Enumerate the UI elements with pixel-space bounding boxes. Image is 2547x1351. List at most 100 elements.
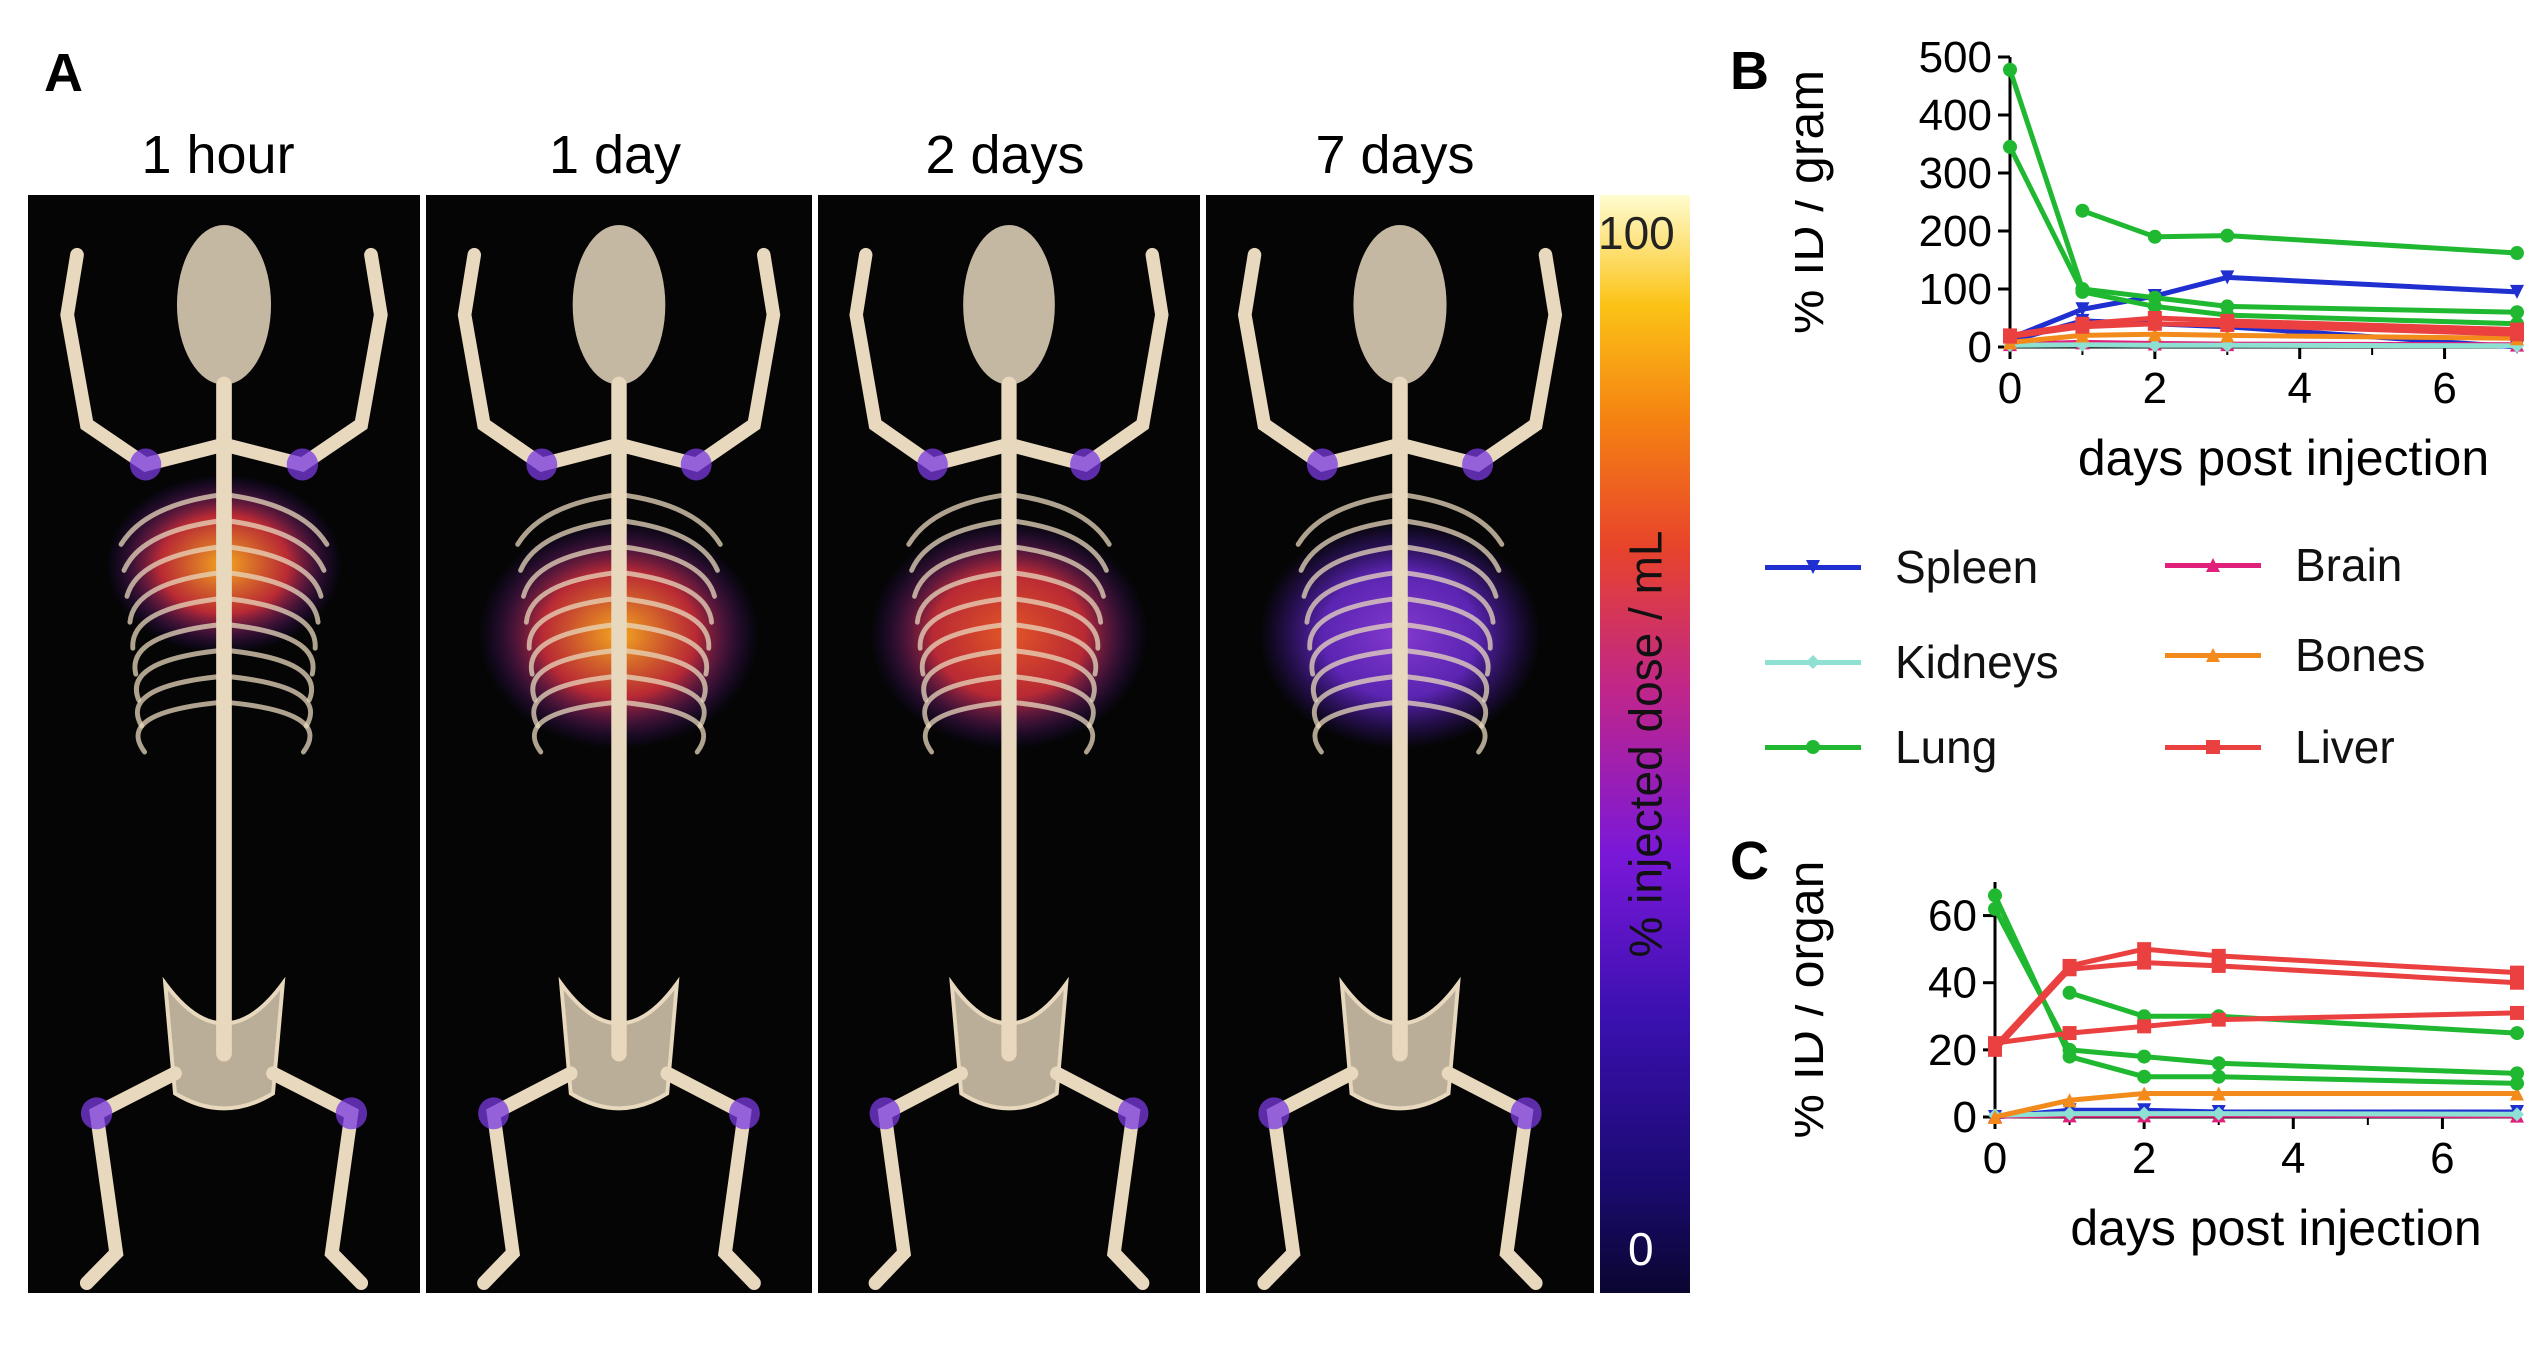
x-tick-label: 4	[2287, 364, 2311, 413]
y-tick-label: 200	[1919, 207, 1992, 256]
data-point	[2211, 958, 2226, 973]
series-bones	[1988, 1086, 2524, 1124]
data-point	[2062, 1093, 2077, 1108]
legend-item-liver: Liver	[2165, 720, 2395, 774]
legend-swatch	[2165, 557, 2261, 572]
y-tick-label: 40	[1928, 959, 1977, 1008]
series-lung	[2075, 203, 2524, 261]
panel-b-letter: B	[1730, 41, 1769, 101]
y-tick-label: 500	[1919, 33, 1992, 82]
colorbar	[1600, 195, 1690, 1293]
legend-swatch	[2165, 647, 2261, 662]
legend-swatch	[2165, 739, 2261, 754]
legend-item-brain: Brain	[2165, 538, 2402, 592]
data-point	[2137, 1049, 2152, 1064]
data-point	[2137, 955, 2152, 970]
data-point	[2147, 338, 2162, 353]
x-tick-label: 6	[2430, 1134, 2454, 1183]
panel-c-letter: C	[1730, 831, 1769, 891]
data-point	[2211, 1086, 2226, 1101]
data-point	[2510, 1076, 2524, 1091]
timepoint-label-3: 2 days	[925, 125, 1085, 185]
x-tick-label: 0	[1998, 364, 2022, 413]
data-point	[2137, 1019, 2152, 1034]
data-point	[2137, 1106, 2152, 1121]
legend-label: Spleen	[1895, 541, 2039, 593]
legend-item-bones: Bones	[2165, 628, 2425, 682]
data-point	[2003, 139, 2017, 154]
data-point	[2075, 302, 2090, 317]
panel-a-letter: A	[44, 43, 83, 103]
series-liver	[2003, 316, 2524, 344]
colorbar-label: % injected dose / mL	[1619, 530, 1672, 958]
panel-c-chart: 0 20 40 60 0 2 4 6 days post injection % ID / org…	[1795, 861, 2524, 1256]
joint-hotspots	[1258, 448, 1542, 1130]
legend-swatch	[1765, 654, 1861, 669]
skeleton	[60, 224, 388, 1291]
series-line	[2068, 990, 2518, 1036]
timepoint-label-1: 1 hour	[141, 125, 295, 185]
data-point	[2510, 246, 2524, 261]
data-point	[2003, 62, 2017, 77]
legend-label: Bones	[2295, 629, 2426, 681]
data-point	[2510, 1026, 2524, 1041]
legend-label: Liver	[2295, 721, 2395, 773]
data-point	[2137, 1086, 2152, 1101]
data-point	[2062, 985, 2077, 1000]
data-point	[2510, 1066, 2524, 1081]
data-point	[2147, 299, 2162, 314]
series-liver	[1988, 1005, 2524, 1051]
legend-item-kidneys: Kidneys	[1765, 635, 2059, 689]
data-point	[2075, 284, 2090, 299]
timepoint-label-4: 7 days	[1315, 125, 1475, 185]
data-point	[2062, 1042, 2077, 1057]
timepoint-label-2: 1 day	[548, 125, 682, 185]
data-point	[2510, 305, 2524, 320]
data-point	[1988, 888, 2002, 903]
data-point	[2220, 328, 2235, 343]
data-point	[2147, 327, 2162, 342]
data-point	[2062, 962, 2077, 977]
x-axis-label: days post injection	[2070, 1200, 2481, 1256]
data-point	[2003, 329, 2017, 344]
legend-label: Lung	[1895, 721, 1998, 773]
data-point	[2062, 1106, 2077, 1121]
data-point	[2137, 1069, 2152, 1084]
legend-label: Kidneys	[1895, 636, 2059, 688]
data-point	[2220, 228, 2235, 243]
data-point	[2510, 1107, 2524, 1122]
data-point	[2075, 319, 2090, 334]
legend-item-lung: Lung	[1765, 720, 1997, 774]
ct-scan-2-days	[818, 195, 1200, 1293]
skeleton	[457, 224, 781, 1291]
data-point	[2211, 1056, 2226, 1071]
y-tick-label: 300	[1919, 149, 1992, 198]
data-point	[2510, 284, 2524, 299]
y-axis-label: % ID / organ	[1795, 861, 1834, 1139]
x-tick-label: 6	[2432, 364, 2456, 413]
legend-label: Brain	[2295, 539, 2403, 591]
legend-swatch	[1765, 739, 1861, 754]
data-point	[2147, 229, 2162, 244]
x-axis-label: days post injection	[2078, 430, 2489, 486]
series-lung	[1988, 901, 2524, 1081]
legend: Spleen Brain Kidneys Bones Lung Liver	[1765, 520, 2545, 810]
ct-scan-1-hour	[28, 195, 420, 1293]
x-tick-label: 0	[1983, 1134, 2007, 1183]
colorbar-min-label: 0	[1628, 1223, 1654, 1275]
ct-scan-1-day	[426, 195, 812, 1293]
y-axis-label: % ID / gram	[1795, 70, 1834, 334]
data-point	[1988, 1110, 2002, 1124]
data-point	[2510, 327, 2524, 342]
series-line	[2081, 208, 2518, 256]
data-point	[2075, 203, 2090, 218]
series-line	[2007, 69, 2518, 315]
y-tick-label: 20	[1928, 1026, 1977, 1075]
data-point	[2220, 317, 2235, 332]
x-tick-label: 4	[2281, 1134, 2305, 1183]
colorbar-max-label: 100	[1598, 207, 1675, 259]
y-tick-label: 400	[1919, 91, 1992, 140]
data-point	[2220, 270, 2235, 285]
y-tick-label: 60	[1928, 892, 1977, 941]
skeleton	[849, 224, 1169, 1291]
